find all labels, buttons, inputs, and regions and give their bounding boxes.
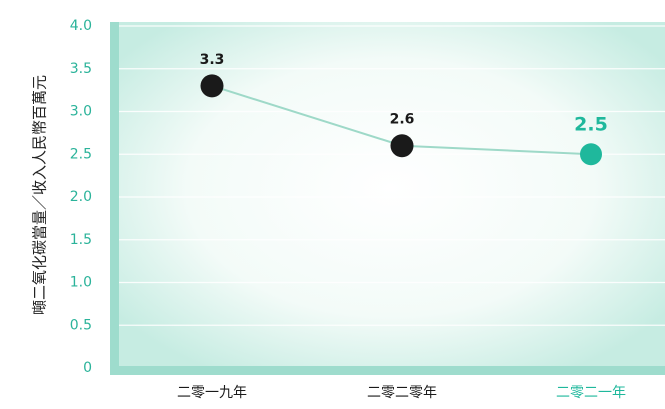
x-category-label: 二零二零年 — [367, 385, 437, 401]
plot-area — [116, 22, 665, 368]
y-tick-label: 0 — [83, 360, 92, 376]
data-point — [390, 134, 414, 158]
y-tick-label: 0.5 — [70, 317, 92, 333]
x-category-label: 二零二一年 — [556, 385, 626, 401]
y-axis-title: 噸二氧化碳當量／收入人民幣百萬元 — [31, 75, 49, 315]
y-tick-label: 2.5 — [70, 146, 92, 162]
y-tick-label: 1.5 — [70, 232, 92, 248]
y-tick-label: 3.5 — [70, 61, 92, 77]
y-tick-label: 2.0 — [70, 189, 92, 205]
data-point — [580, 143, 602, 166]
y-tick-label: 1.0 — [70, 275, 92, 291]
data-label: 3.3 — [200, 52, 225, 68]
y-tick-label: 4.0 — [70, 18, 92, 34]
data-label: 2.6 — [390, 112, 415, 128]
y-axis-bar — [110, 22, 119, 374]
data-label: 2.5 — [574, 113, 608, 135]
x-category-label: 二零一九年 — [177, 385, 247, 401]
x-axis-bar — [110, 366, 665, 375]
data-point — [200, 74, 224, 98]
y-tick-label: 3.0 — [70, 104, 92, 120]
